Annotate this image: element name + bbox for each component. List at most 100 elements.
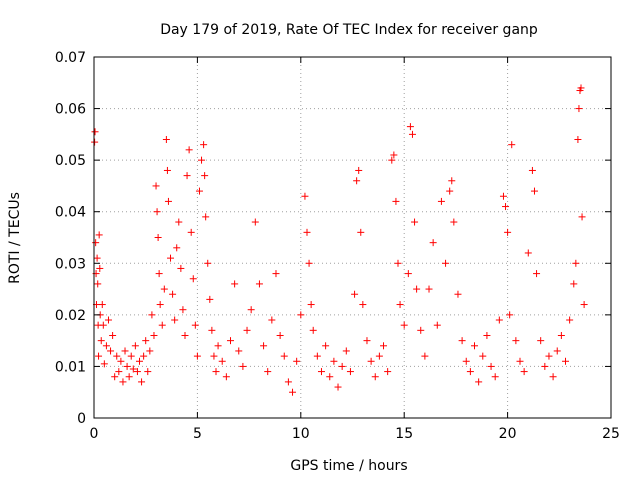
data-point [160,285,168,293]
plot-frame [93,56,612,419]
data-point [394,259,402,267]
data-point [570,280,578,288]
data-point [353,177,361,185]
data-point [226,337,234,345]
data-point [156,301,164,309]
x-tick-labels: 0 5 10 15 20 25 [90,426,620,442]
data-point [123,362,131,370]
data-point [495,316,503,324]
y-tick-label: 0.07 [55,50,86,66]
data-point [479,352,487,360]
data-point [326,373,334,381]
data-point [173,244,181,252]
data-point [549,373,557,381]
data-points [91,84,588,396]
data-point [169,290,177,298]
grid-lines [94,57,611,418]
data-point [499,192,507,200]
y-tick-label: 0.01 [55,359,86,375]
data-point [150,331,158,339]
data-point [307,301,315,309]
data-point [96,264,104,272]
data-point [578,213,586,221]
data-point [512,337,520,345]
data-point [396,301,404,309]
data-point [506,311,514,319]
data-point [346,368,354,376]
data-point [483,331,491,339]
data-point [392,197,400,205]
data-point [95,231,103,239]
data-point [411,218,419,226]
data-point [231,280,239,288]
data-point [146,347,154,355]
data-point [144,368,152,376]
data-point [107,347,115,355]
data-point [508,141,516,149]
y-tick-label: 0.06 [55,102,86,118]
data-point [577,84,585,92]
data-point [195,187,203,195]
data-point [152,182,160,190]
data-point [502,203,510,211]
data-point [125,373,133,381]
data-point [413,285,421,293]
data-point [289,388,297,396]
data-point [214,342,222,350]
data-point [94,280,102,288]
data-point [198,156,206,164]
data-point [189,275,197,283]
x-tick-label: 5 [193,426,202,442]
data-point [243,326,251,334]
data-point [193,352,201,360]
data-point [153,208,161,216]
data-point [429,239,437,247]
data-point [163,166,171,174]
data-point [239,362,247,370]
data-point [158,321,166,329]
data-point [208,326,216,334]
data-point [351,290,359,298]
data-point [191,321,199,329]
data-point [363,337,371,345]
data-point [164,197,172,205]
y-tick-label: 0.03 [55,256,86,272]
data-point [450,218,458,226]
data-point [109,331,117,339]
data-point [210,352,218,360]
chart-title: Day 179 of 2019, Rate Of TEC Index for r… [160,22,538,38]
data-point [528,166,536,174]
data-point [371,373,379,381]
data-point [355,166,363,174]
data-point [185,146,193,154]
data-point [177,264,185,272]
data-point [115,368,123,376]
data-point [276,331,284,339]
data-point [260,342,268,350]
data-point [562,357,570,365]
data-point [183,172,191,180]
data-point [91,128,99,136]
data-point [446,187,454,195]
data-point [408,130,416,138]
data-point [384,368,392,376]
data-point [135,357,143,365]
data-point [148,311,156,319]
data-point [297,311,305,319]
data-point [313,352,321,360]
x-tick-label: 20 [499,426,517,442]
data-point [359,301,367,309]
data-point [330,357,338,365]
data-point [204,259,212,267]
data-point [390,151,398,159]
data-point [162,136,170,144]
y-tick-label: 0.04 [55,205,86,221]
data-point [545,352,553,360]
data-point [91,138,99,146]
data-point [92,239,100,247]
data-point [367,357,375,365]
data-point [404,270,412,278]
x-tick-label: 25 [602,426,620,442]
data-point [98,301,106,309]
